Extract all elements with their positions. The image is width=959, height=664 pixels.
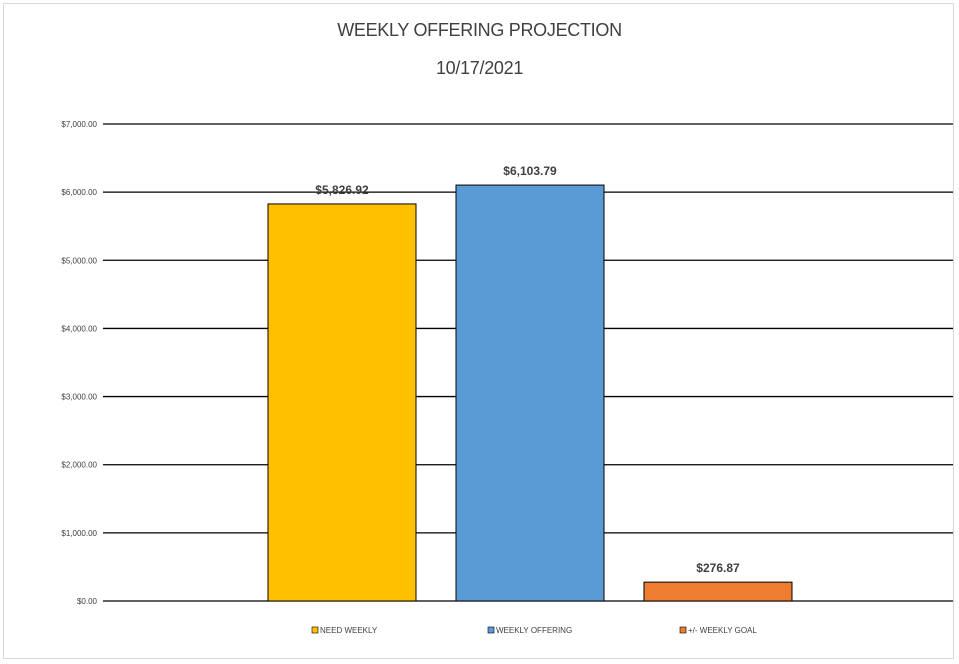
data-label: $5,826.92: [315, 183, 369, 197]
y-tick-label: $4,000.00: [61, 324, 97, 333]
bar: [643, 581, 793, 602]
data-label: $6,103.79: [503, 164, 557, 178]
bar: [267, 203, 417, 602]
y-tick-label: $2,000.00: [61, 461, 97, 470]
legend-swatch: [679, 626, 687, 634]
y-tick-label: $5,000.00: [61, 256, 97, 265]
data-label: $276.87: [696, 561, 740, 575]
y-tick-label: $7,000.00: [61, 120, 97, 129]
legend-label: +/- WEEKLY GOAL: [688, 626, 757, 635]
chart-subtitle: 10/17/2021: [435, 58, 524, 78]
bar: [455, 184, 605, 602]
y-tick-label: $6,000.00: [61, 188, 97, 197]
y-tick-label: $1,000.00: [61, 529, 97, 538]
y-tick-label: $3,000.00: [61, 393, 97, 402]
legend-swatch: [311, 626, 319, 634]
legend-label: NEED WEEKLY: [320, 626, 378, 635]
legend-swatch: [487, 626, 495, 634]
y-tick-label: $0.00: [77, 597, 98, 606]
chart-title: WEEKLY OFFERING PROJECTION: [337, 20, 622, 40]
legend-label: WEEKLY OFFERING: [496, 626, 572, 635]
